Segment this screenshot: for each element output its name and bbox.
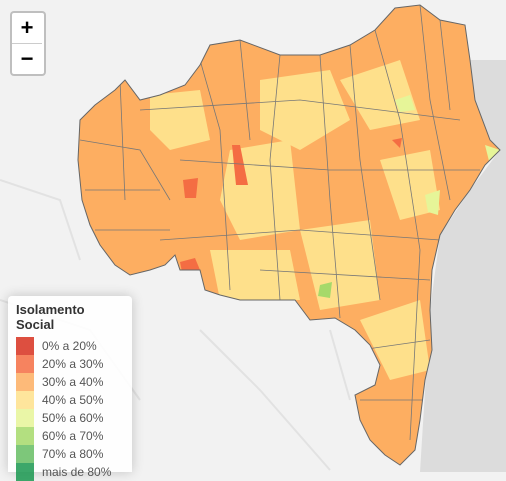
legend-item: 30% a 40% [16,373,124,391]
legend-item: mais de 80% [16,463,124,481]
region [210,250,300,300]
region [150,90,210,150]
zoom-out[interactable]: − [20,46,34,71]
legend-swatch [16,355,34,373]
zoom-control: + − [10,11,46,76]
legend-label: 40% a 50% [42,393,104,407]
legend-label: 50% a 60% [42,411,104,425]
region [260,70,350,150]
legend-label: 20% a 30% [42,357,104,371]
region [485,145,500,165]
ocean [420,60,506,472]
legend-title: Isolamento Social [16,302,85,332]
legend-swatch [16,337,34,355]
region [183,178,198,198]
legend-label: mais de 80% [42,465,112,479]
region [395,95,415,112]
legend-label: 60% a 70% [42,429,104,443]
region [180,258,200,272]
zoom-in[interactable]: + [12,13,42,44]
legend-item: 70% a 80% [16,445,124,463]
region [425,190,440,215]
region [392,138,402,148]
legend-swatch [16,427,34,445]
legend-item: 40% a 50% [16,391,124,409]
legend-item: 50% a 60% [16,409,124,427]
legend-swatch [16,463,34,481]
legend-item: 0% a 20% [16,337,124,355]
legend-swatch [16,445,34,463]
borders [79,5,480,441]
legend-swatch [16,409,34,427]
legend-label: 30% a 40% [42,375,104,389]
legend-swatch [16,391,34,409]
region [360,300,430,380]
legend-item: 20% a 30% [16,355,124,373]
region [232,145,248,185]
legend: Isolamento Social 0% a 20% 20% a 30% 30% a… [8,296,132,481]
legend-label: 0% a 20% [42,339,97,353]
region [318,282,332,298]
legend-item: 60% a 70% [16,427,124,445]
legend-swatch [16,373,34,391]
legend-label: 70% a 80% [42,447,104,461]
